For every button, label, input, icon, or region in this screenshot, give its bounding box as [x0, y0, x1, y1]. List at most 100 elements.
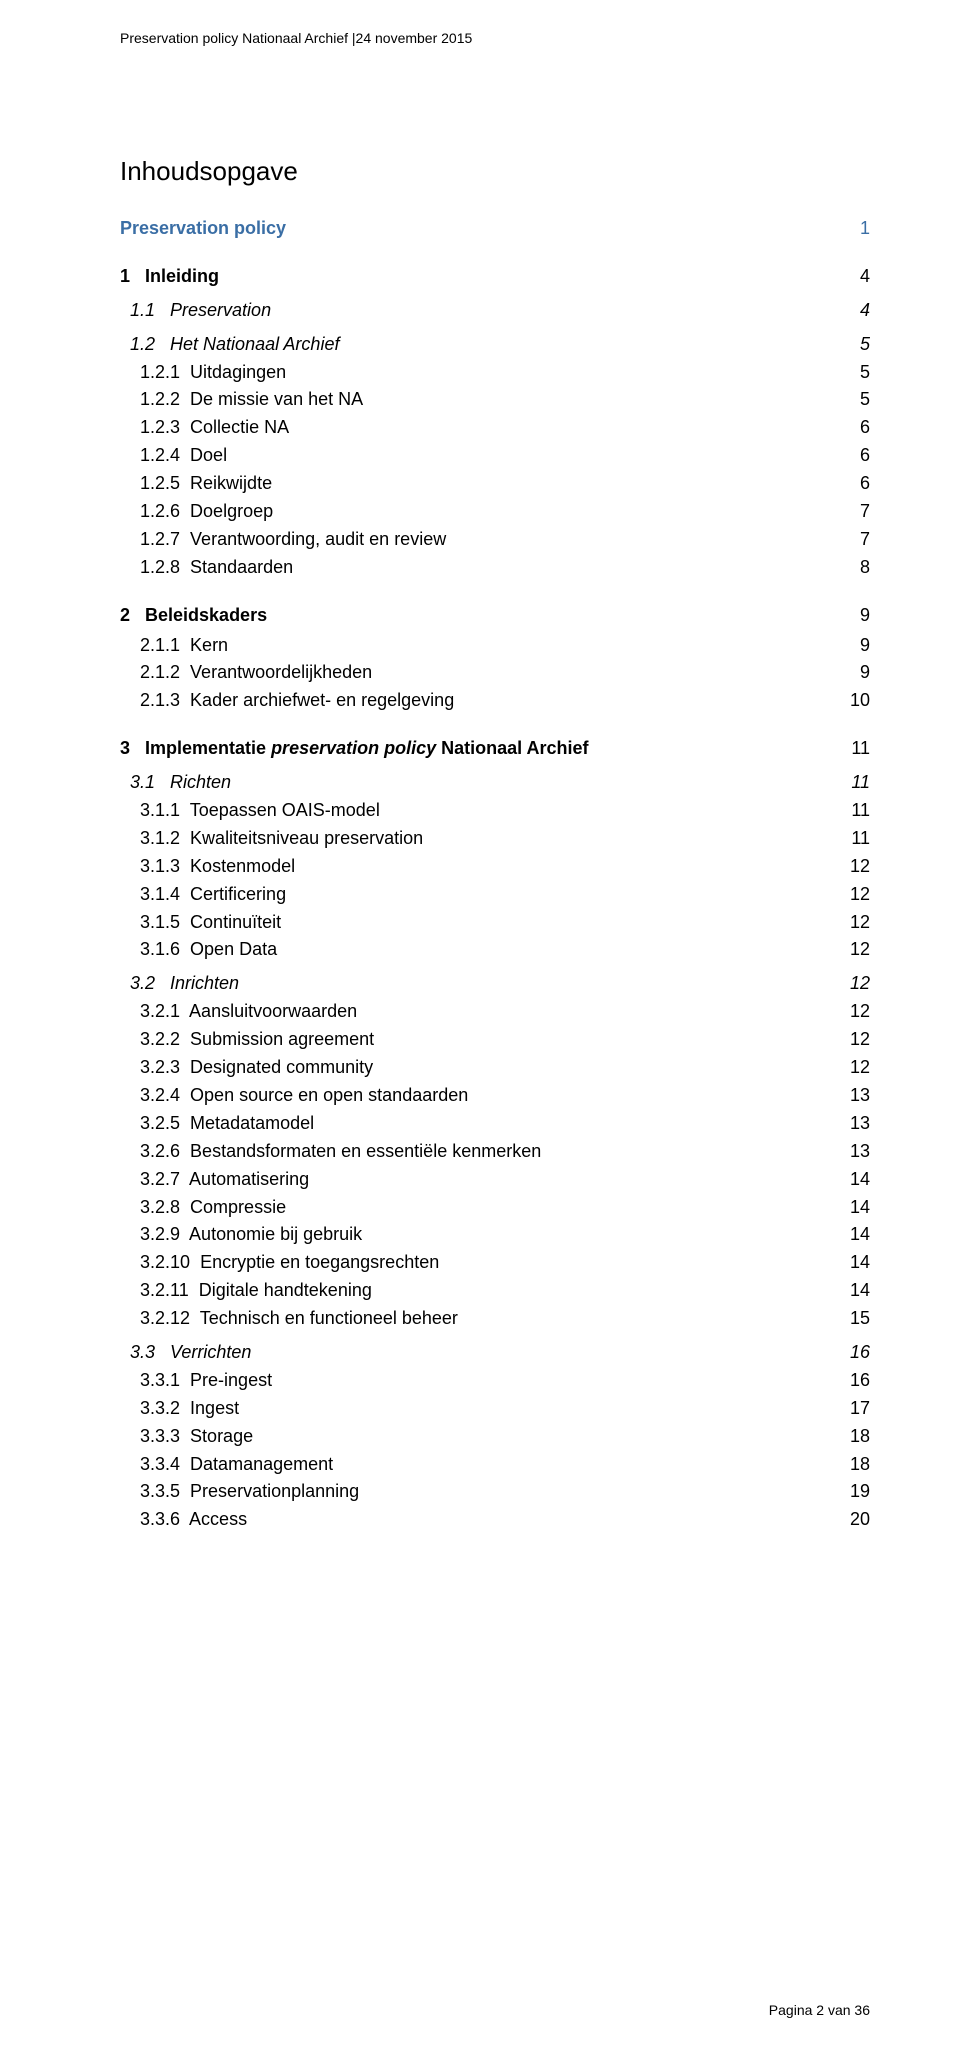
toc-entry-label: 2 Beleidskaders: [120, 602, 267, 630]
toc-entry-page: 13: [830, 1110, 870, 1138]
toc-entry-label: 3.2.3 Designated community: [120, 1054, 373, 1082]
toc-entry-label: 3.3.3 Storage: [120, 1423, 253, 1451]
toc-entry-text: Datamanagement: [190, 1454, 333, 1474]
toc-entry-page: 14: [830, 1221, 870, 1249]
toc-entry-text: Submission agreement: [190, 1029, 374, 1049]
toc-entry-label: 3.2.1 Aansluitvoorwaarden: [120, 998, 357, 1026]
toc-entry-text: Het Nationaal Archief: [170, 334, 339, 354]
toc-entry-label: 1.2.7 Verantwoording, audit en review: [120, 526, 446, 554]
toc-entry-text: Digitale handtekening: [199, 1280, 372, 1300]
toc-entry-text: Technisch en functioneel beheer: [200, 1308, 458, 1328]
toc-entry-label: 3.3.6 Access: [120, 1506, 247, 1534]
toc-entry: 3.3.6 Access 20: [120, 1506, 870, 1534]
toc-entry-text: Autonomie bij gebruik: [189, 1224, 362, 1244]
toc-entry-label: 3.1.2 Kwaliteitsniveau preservation: [120, 825, 423, 853]
toc-entry-page: 9: [840, 632, 870, 660]
toc-entry: 1.2.7 Verantwoording, audit en review7: [120, 526, 870, 554]
toc-entry-text: Open source en open standaarden: [190, 1085, 468, 1105]
toc-entry-label: 3.2.6 Bestandsformaten en essentiële ken…: [120, 1138, 541, 1166]
toc-entry-text: Pre-ingest: [190, 1370, 272, 1390]
toc-entry-text: Aansluitvoorwaarden: [189, 1001, 357, 1021]
toc-entry: 1.2.6 Doelgroep7: [120, 498, 870, 526]
toc-entry: 3.3.4 Datamanagement18: [120, 1451, 870, 1479]
toc-entry-text: Automatisering: [189, 1169, 309, 1189]
page-header: Preservation policy Nationaal Archief |2…: [120, 30, 870, 46]
toc-entry-label: 3.1.6 Open Data: [120, 936, 277, 964]
toc-entry-text: Beleidskaders: [145, 605, 267, 625]
toc-entry-text: Collectie NA: [190, 417, 289, 437]
toc-entry-label: 2.1.1 Kern: [120, 632, 228, 660]
toc-entry: 3 Implementatie preservation policy Nati…: [120, 735, 870, 763]
toc-entry-page: 15: [830, 1305, 870, 1333]
toc-entry: 3.2 Inrichten12: [120, 970, 870, 998]
toc-entry-label: 3.3.5 Preservationplanning: [120, 1478, 359, 1506]
toc-entry-label: 1.2.8 Standaarden: [120, 554, 293, 582]
toc-entry-text: Toepassen OAIS-model: [190, 800, 380, 820]
toc-entry-text: Designated community: [190, 1057, 373, 1077]
toc-entry-label: 3.2.5 Metadatamodel: [120, 1110, 314, 1138]
toc-entry-text: Metadatamodel: [190, 1113, 314, 1133]
toc-entry-page: 12: [830, 936, 870, 964]
toc-entry-label: 3 Implementatie preservation policy Nati…: [120, 735, 589, 763]
toc-entry-text: Preservation: [170, 300, 271, 320]
toc-entry-page: 14: [830, 1277, 870, 1305]
toc-entry: 1.2.4 Doel6: [120, 442, 870, 470]
toc-entry-label: 3.2.8 Compressie: [120, 1194, 286, 1222]
toc-entry-page: 6: [840, 470, 870, 498]
toc-entry: 3.3.1 Pre-ingest16: [120, 1367, 870, 1395]
toc-entry: 3.2.7 Automatisering14: [120, 1166, 870, 1194]
toc-entry: 3.3.3 Storage18: [120, 1423, 870, 1451]
toc-entry: 3.2.9 Autonomie bij gebruik 14: [120, 1221, 870, 1249]
toc-entry-text: Preservation policy: [120, 218, 286, 238]
toc-entry: 1.2.2 De missie van het NA5: [120, 386, 870, 414]
toc-entry-label: 3.2.9 Autonomie bij gebruik: [120, 1221, 362, 1249]
toc-entry-text: Implementatie preservation policy Nation…: [145, 738, 588, 758]
toc-entry: 3.2.3 Designated community12: [120, 1054, 870, 1082]
toc-entry: 3.1 Richten11: [120, 769, 870, 797]
toc-entry-page: 11: [831, 797, 870, 825]
toc-entry-label: 3.1.3 Kostenmodel: [120, 853, 295, 881]
toc-entry-page: 5: [840, 331, 870, 359]
toc-entry-page: 19: [830, 1478, 870, 1506]
toc-entry-page: 1: [840, 215, 870, 243]
toc-entry-text: Standaarden: [190, 557, 293, 577]
toc-entry-label: 3.3.4 Datamanagement: [120, 1451, 333, 1479]
toc-entry-page: 14: [830, 1249, 870, 1277]
toc-entry-text: Open Data: [190, 939, 277, 959]
toc-entry-page: 14: [830, 1194, 870, 1222]
toc-entry: Preservation policy 1: [120, 215, 870, 243]
toc-entry-page: 10: [830, 687, 870, 715]
toc-entry: 3.3.5 Preservationplanning 19: [120, 1478, 870, 1506]
toc-entry-text: Reikwijdte: [190, 473, 272, 493]
toc-entry-page: 6: [840, 414, 870, 442]
toc-entry-label: 1.2.5 Reikwijdte: [120, 470, 272, 498]
toc-entry: 3.1.1 Toepassen OAIS-model11: [120, 797, 870, 825]
toc-entry-text: Verantwoordelijkheden: [190, 662, 372, 682]
toc-entry-text: Continuïteit: [190, 912, 281, 932]
toc-entry: 3.2.6 Bestandsformaten en essentiële ken…: [120, 1138, 870, 1166]
toc-entry-text: Doel: [190, 445, 227, 465]
toc-entry: 3.3 Verrichten16: [120, 1339, 870, 1367]
toc-entry-page: 12: [830, 881, 870, 909]
toc-entry-page: 17: [830, 1395, 870, 1423]
toc-entry-page: 9: [840, 602, 870, 630]
toc-entry-label: 3.3 Verrichten: [120, 1339, 251, 1367]
toc-entry-label: 1.2.4 Doel: [120, 442, 227, 470]
toc-entry-text: Certificering: [190, 884, 286, 904]
toc-entry-text: Kwaliteitsniveau preservation: [190, 828, 423, 848]
toc-entry: 3.1.5 Continuïteit12: [120, 909, 870, 937]
toc-entry-page: 12: [830, 909, 870, 937]
toc-entry-label: 3.3.1 Pre-ingest: [120, 1367, 272, 1395]
toc-entry: 3.2.1 Aansluitvoorwaarden12: [120, 998, 870, 1026]
toc-entry: 2.1.3 Kader archiefwet- en regelgeving10: [120, 687, 870, 715]
toc-entry: 3.2.11 Digitale handtekening14: [120, 1277, 870, 1305]
toc-entry-text: Encryptie en toegangsrechten: [200, 1252, 439, 1272]
toc-entry-label: 3.1 Richten: [120, 769, 231, 797]
toc-entry-text: Kader archiefwet- en regelgeving: [190, 690, 454, 710]
toc-entry-text: Kern: [190, 635, 228, 655]
toc-entry-text: Compressie: [190, 1197, 286, 1217]
toc-entry: 3.2.12 Technisch en functioneel beheer15: [120, 1305, 870, 1333]
toc-entry: 1.2.8 Standaarden8: [120, 554, 870, 582]
toc-entry-label: 1.2 Het Nationaal Archief: [120, 331, 339, 359]
toc-entry-page: 20: [830, 1506, 870, 1534]
